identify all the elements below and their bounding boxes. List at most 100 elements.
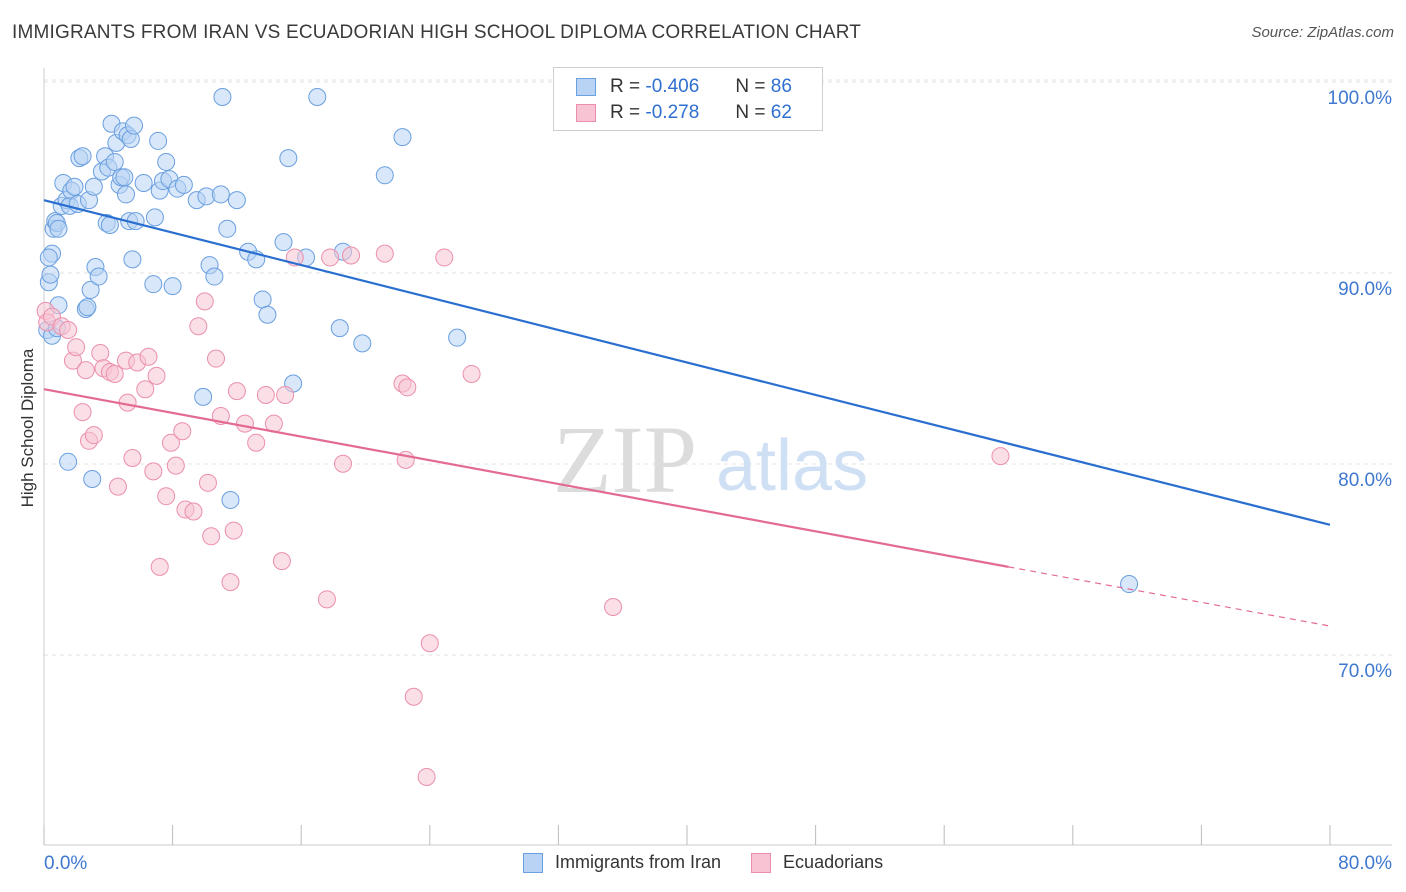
point-iran xyxy=(145,208,164,227)
point-ecuadorian xyxy=(76,361,95,380)
trend-lines xyxy=(43,199,1331,627)
y-axis-label-wrap: High School Diploma xyxy=(16,300,40,560)
legend-n-label: N = xyxy=(735,102,766,123)
point-iran xyxy=(41,265,60,284)
point-iran xyxy=(144,275,163,294)
point-iran xyxy=(353,334,372,353)
point-ecuadorian xyxy=(184,502,203,521)
watermark-atlas: atlas xyxy=(716,426,868,506)
point-ecuadorian xyxy=(202,527,221,546)
point-ecuadorian xyxy=(604,597,623,616)
legend-swatch-pink xyxy=(751,852,772,873)
point-iran xyxy=(1120,575,1139,594)
point-iran xyxy=(134,173,153,192)
point-ecuadorian xyxy=(398,378,417,397)
point-ecuadorian xyxy=(333,454,352,473)
point-iran xyxy=(81,280,100,299)
point-iran xyxy=(89,267,108,286)
legend-item-ecuadorians[interactable]: Ecuadorians xyxy=(751,852,883,873)
point-iran xyxy=(253,290,272,309)
y-tick-label: 70.0% xyxy=(1338,661,1392,682)
point-ecuadorian xyxy=(342,246,361,265)
point-ecuadorian xyxy=(227,382,246,401)
legend-swatch-blue xyxy=(576,78,596,96)
point-ecuadorian xyxy=(404,687,423,706)
point-ecuadorian xyxy=(84,426,103,445)
point-iran xyxy=(149,131,168,150)
point-iran xyxy=(39,248,58,267)
point-ecuadorian xyxy=(462,364,481,383)
point-iran xyxy=(194,387,213,406)
point-iran xyxy=(393,128,412,147)
legend-r-label: R = xyxy=(610,102,641,123)
point-iran xyxy=(125,116,144,135)
point-iran xyxy=(227,191,246,210)
legend-item-iran[interactable]: Immigrants from Iran xyxy=(523,852,721,873)
point-iran xyxy=(105,152,124,171)
point-ecuadorian xyxy=(247,433,266,452)
point-ecuadorian xyxy=(123,448,142,467)
point-iran xyxy=(211,185,230,204)
point-ecuadorian xyxy=(73,403,92,422)
point-ecuadorian xyxy=(417,767,436,786)
point-ecuadorian xyxy=(147,366,166,385)
point-iran xyxy=(274,233,293,252)
point-iran xyxy=(308,88,327,106)
point-iran xyxy=(83,470,102,488)
stats-legend: R = -0.406 N = 86 R = -0.278 N = 62 xyxy=(553,67,823,131)
watermark: ZIP atlas xyxy=(553,406,868,513)
point-iran xyxy=(49,219,68,238)
point-ecuadorian xyxy=(157,487,176,506)
point-ecuadorian xyxy=(189,317,208,336)
point-ecuadorian xyxy=(435,248,454,267)
legend-row-iran: R = -0.406 N = 86 xyxy=(576,75,792,99)
grid-lines xyxy=(44,79,1392,656)
x-tick-label: 80.0% xyxy=(1338,853,1392,874)
point-ecuadorian xyxy=(108,477,127,496)
source-label: Source: ZipAtlas.com xyxy=(1251,24,1394,41)
legend-r-label: R = xyxy=(610,76,641,97)
point-iran xyxy=(116,185,135,204)
point-iran xyxy=(205,267,224,286)
point-iran xyxy=(213,88,232,106)
point-ecuadorian xyxy=(105,364,124,383)
point-ecuadorian xyxy=(317,590,336,609)
legend-n-value: 86 xyxy=(770,76,792,97)
point-ecuadorian xyxy=(136,380,155,399)
point-ecuadorian xyxy=(991,447,1010,466)
legend-swatch-pink xyxy=(576,104,596,122)
trend-line-ecuadorians xyxy=(43,388,1009,568)
point-ecuadorian xyxy=(256,385,275,404)
legend-n-label: N = xyxy=(735,76,766,97)
point-ecuadorian xyxy=(139,347,158,366)
legend-swatch-blue xyxy=(523,852,543,873)
point-iran xyxy=(279,149,298,168)
point-iran xyxy=(330,319,349,338)
point-ecuadorian xyxy=(198,473,217,492)
chart-title: IMMIGRANTS FROM IRAN VS ECUADORIAN HIGH … xyxy=(12,22,862,43)
trend-line-ecuadorians-extrapolated xyxy=(1008,566,1331,627)
point-ecuadorian xyxy=(235,414,254,433)
point-ecuadorian xyxy=(321,248,340,267)
tick-labels: 70.0% 80.0% 90.0% 100.0% 0.0% 80.0% xyxy=(44,88,1392,874)
point-ecuadorian xyxy=(173,422,192,441)
axes xyxy=(43,68,1392,846)
legend-label-iran: Immigrants from Iran xyxy=(555,852,722,872)
point-ecuadorian xyxy=(276,385,295,404)
y-tick-label: 80.0% xyxy=(1338,470,1392,491)
point-iran xyxy=(258,305,277,324)
point-ecuadorian xyxy=(91,343,110,362)
point-iran xyxy=(221,491,240,510)
point-iran xyxy=(73,147,92,166)
y-axis-label: High School Diploma xyxy=(18,348,37,508)
legend-label-ecuadorians: Ecuadorians xyxy=(783,852,884,872)
point-iran xyxy=(65,177,84,196)
trend-line-iran xyxy=(43,199,1331,526)
point-iran xyxy=(115,168,134,187)
legend-r-value: -0.406 xyxy=(645,76,700,97)
point-ecuadorian xyxy=(166,456,185,475)
point-ecuadorian xyxy=(272,552,291,571)
point-iran xyxy=(163,277,182,296)
point-iran xyxy=(84,177,103,196)
